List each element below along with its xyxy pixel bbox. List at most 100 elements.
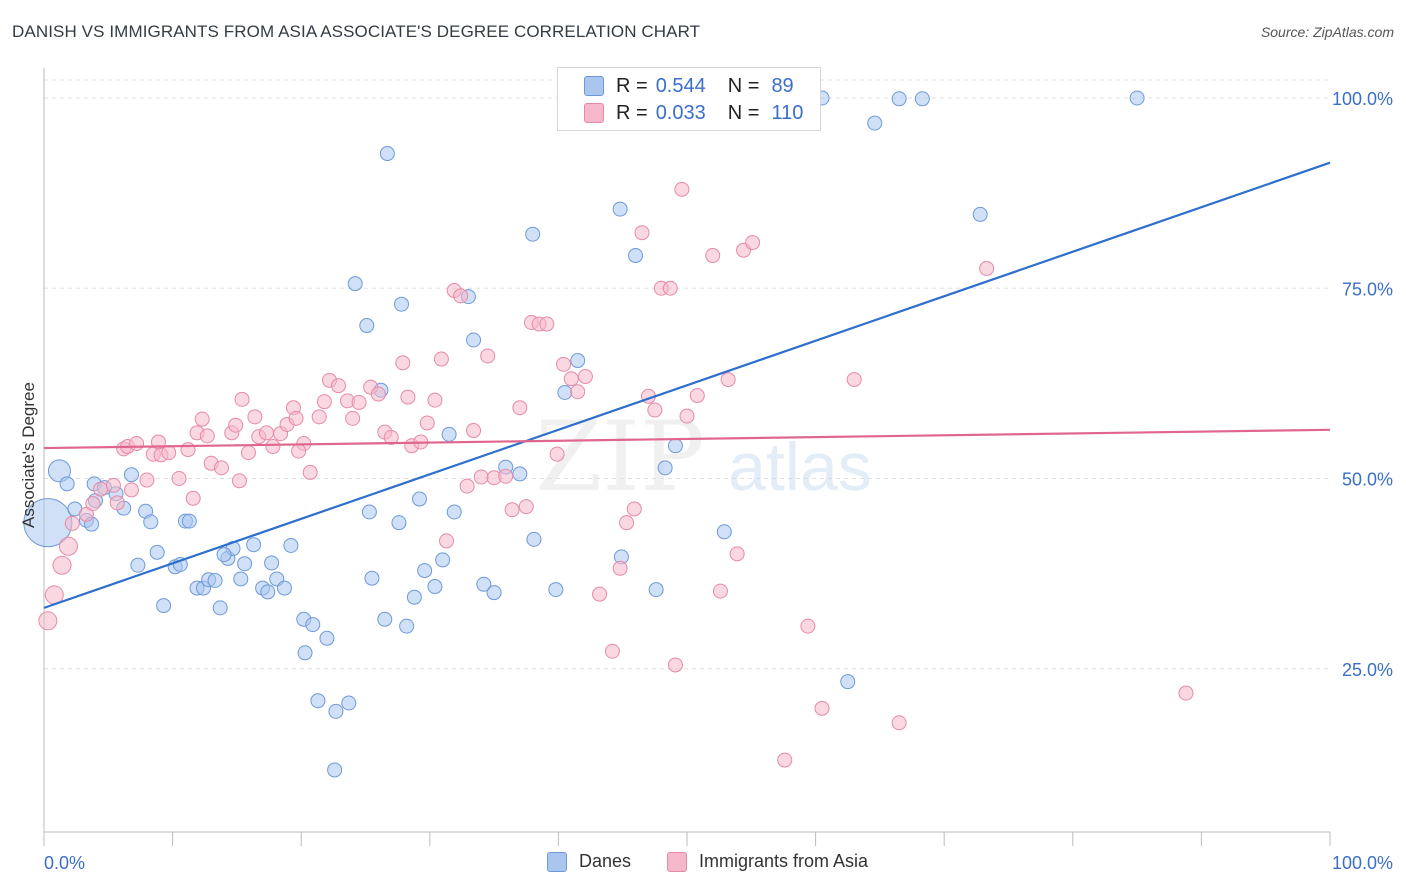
asia-point — [311, 409, 327, 425]
danes-point — [417, 563, 433, 579]
asia-point — [667, 657, 683, 673]
asia-point — [330, 378, 346, 394]
legend-r-label: R = — [616, 101, 648, 124]
danes-point — [628, 248, 644, 264]
asia-point — [705, 248, 721, 264]
danes-point — [441, 426, 457, 442]
asia-point — [712, 583, 728, 599]
asia-points — [38, 181, 1194, 768]
asia-point — [180, 442, 196, 458]
asia-point — [729, 546, 745, 562]
asia-point — [52, 555, 72, 575]
asia-point — [498, 468, 514, 484]
danes-point — [260, 584, 276, 600]
asia-point — [563, 371, 579, 387]
asia-point — [58, 536, 78, 556]
axes — [43, 68, 1331, 846]
danes-point — [156, 598, 172, 614]
legend-item-asia[interactable]: Immigrants from Asia — [667, 851, 868, 872]
asia-point — [213, 460, 229, 476]
danes-point — [283, 537, 299, 553]
asia-point — [1178, 685, 1194, 701]
asia-point — [689, 388, 705, 404]
danes-point — [276, 580, 292, 596]
danes-point — [347, 276, 363, 292]
danes-point — [867, 115, 883, 131]
danes-point — [612, 201, 628, 217]
danes-point — [399, 618, 415, 634]
asia-point — [647, 402, 663, 418]
asia-point — [105, 477, 121, 493]
asia-point — [427, 392, 443, 408]
asia-point — [316, 394, 332, 410]
asia-point — [139, 472, 155, 488]
asia-point — [64, 515, 80, 531]
asia-point — [612, 560, 628, 576]
danes-point — [233, 571, 249, 587]
asia-point — [556, 356, 572, 372]
asia-point — [258, 425, 274, 441]
legend-item-danes[interactable]: Danes — [547, 851, 631, 872]
danes-point — [181, 513, 197, 529]
asia-point — [199, 428, 215, 444]
trend-lines — [43, 161, 1331, 609]
legend-r-label: R = — [616, 74, 648, 97]
danes-point — [364, 570, 380, 586]
legend-n-label: N = — [727, 101, 760, 124]
asia-point — [679, 408, 695, 424]
asia-point — [185, 490, 201, 506]
danes-point — [427, 579, 443, 595]
legend-n-label: N = — [727, 74, 760, 97]
asia-point — [626, 501, 642, 517]
asia-point — [504, 502, 520, 518]
danes-point — [297, 645, 313, 661]
danes-point — [512, 466, 528, 482]
danes-point — [406, 589, 422, 605]
asia-point — [240, 445, 256, 461]
danes-point — [207, 572, 223, 588]
asia-point — [777, 752, 793, 768]
danes-point — [891, 91, 907, 107]
stats-legend: R = 0.544 N = 89 R = 0.033 N = 110 — [557, 67, 821, 131]
danes-point — [246, 537, 262, 553]
danes-point — [123, 467, 139, 483]
danes-point — [394, 296, 410, 312]
asia-point — [512, 400, 528, 416]
watermark: ZIP atlas — [535, 401, 871, 513]
asia-point — [231, 473, 247, 489]
danes-point — [972, 206, 988, 222]
danes-swatch — [547, 851, 567, 872]
asia-point — [979, 260, 995, 276]
asia-point — [109, 495, 125, 511]
x-tick-label: 0.0% — [44, 853, 85, 873]
asia-point — [473, 469, 489, 485]
danes-point — [237, 556, 253, 572]
asia-point — [370, 386, 386, 402]
legend-row-danes: R = 0.544 N = 89 — [584, 74, 794, 98]
danes-point — [264, 555, 280, 571]
tick-labels: 25.0% 50.0% 75.0% 100.0% 0.0% 100.0% — [44, 89, 1393, 873]
danes-point — [716, 524, 732, 540]
asia-point — [93, 481, 109, 497]
danes-point — [525, 226, 541, 242]
danes-swatch — [584, 76, 604, 96]
asia-point — [891, 715, 907, 731]
asia-point — [161, 445, 177, 461]
legend-r-value: 0.544 — [655, 74, 706, 97]
danes-point — [59, 476, 75, 492]
danes-point — [435, 552, 451, 568]
y-tick-label: 50.0% — [1342, 470, 1393, 490]
danes-point — [319, 630, 335, 646]
asia-point — [466, 423, 482, 439]
asia-point — [171, 471, 187, 486]
asia-point — [433, 351, 449, 367]
asia-point — [549, 446, 565, 462]
asia-point — [302, 464, 318, 480]
asia-swatch — [667, 851, 687, 872]
danes-point — [466, 332, 482, 348]
asia-point — [419, 415, 435, 431]
asia-point — [38, 611, 58, 631]
asia-point — [846, 372, 862, 388]
danes-point — [328, 703, 344, 719]
danes-point — [648, 582, 664, 598]
